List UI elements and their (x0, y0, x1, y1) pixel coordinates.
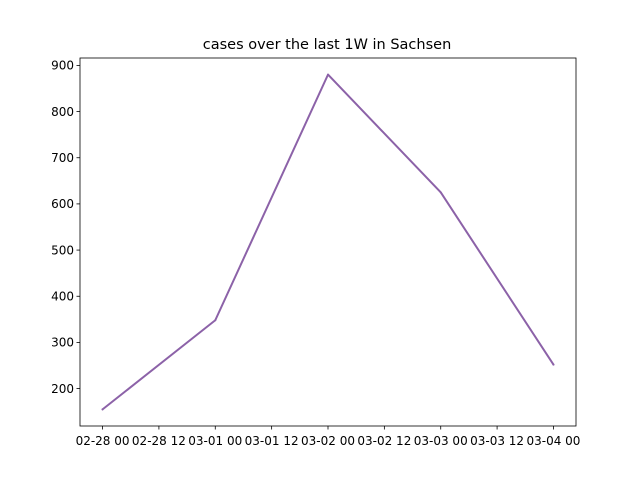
data-point (327, 73, 329, 76)
x-tick-label: 03-01 00 (188, 434, 242, 448)
y-tick-label: 200 (51, 382, 74, 396)
x-tick-label: 03-04 00 (526, 434, 580, 448)
y-axis: 200 300 400 500 600 700 800 900 (51, 59, 80, 396)
y-tick-label: 800 (51, 105, 74, 119)
x-tick-label: 03-02 12 (357, 434, 411, 448)
y-tick-label: 400 (51, 290, 74, 304)
data-point (101, 408, 104, 411)
x-tick-label: 02-28 12 (132, 434, 186, 448)
y-tick-label: 500 (51, 243, 74, 257)
x-tick-label: 03-03 12 (470, 434, 524, 448)
plot-area-frame (79, 57, 577, 427)
y-tick-label: 600 (51, 197, 74, 211)
y-tick-label: 300 (51, 336, 74, 350)
data-point (439, 191, 442, 194)
x-tick-label: 03-03 00 (414, 434, 468, 448)
x-axis: 02-28 00 02-28 12 03-01 00 03-01 12 03-02 00… (76, 426, 580, 448)
chart-title: cases over the last 1W in Sachsen (203, 37, 452, 53)
data-point (552, 363, 555, 366)
x-tick-label: 03-01 12 (245, 434, 299, 448)
x-tick-label: 03-02 00 (301, 434, 355, 448)
x-tick-label: 02-28 00 (76, 434, 130, 448)
y-tick-label: 700 (51, 151, 74, 165)
series-line-0 (101, 73, 555, 411)
y-tick-label: 900 (51, 59, 74, 73)
series-layer (101, 73, 555, 411)
data-point (214, 319, 217, 322)
